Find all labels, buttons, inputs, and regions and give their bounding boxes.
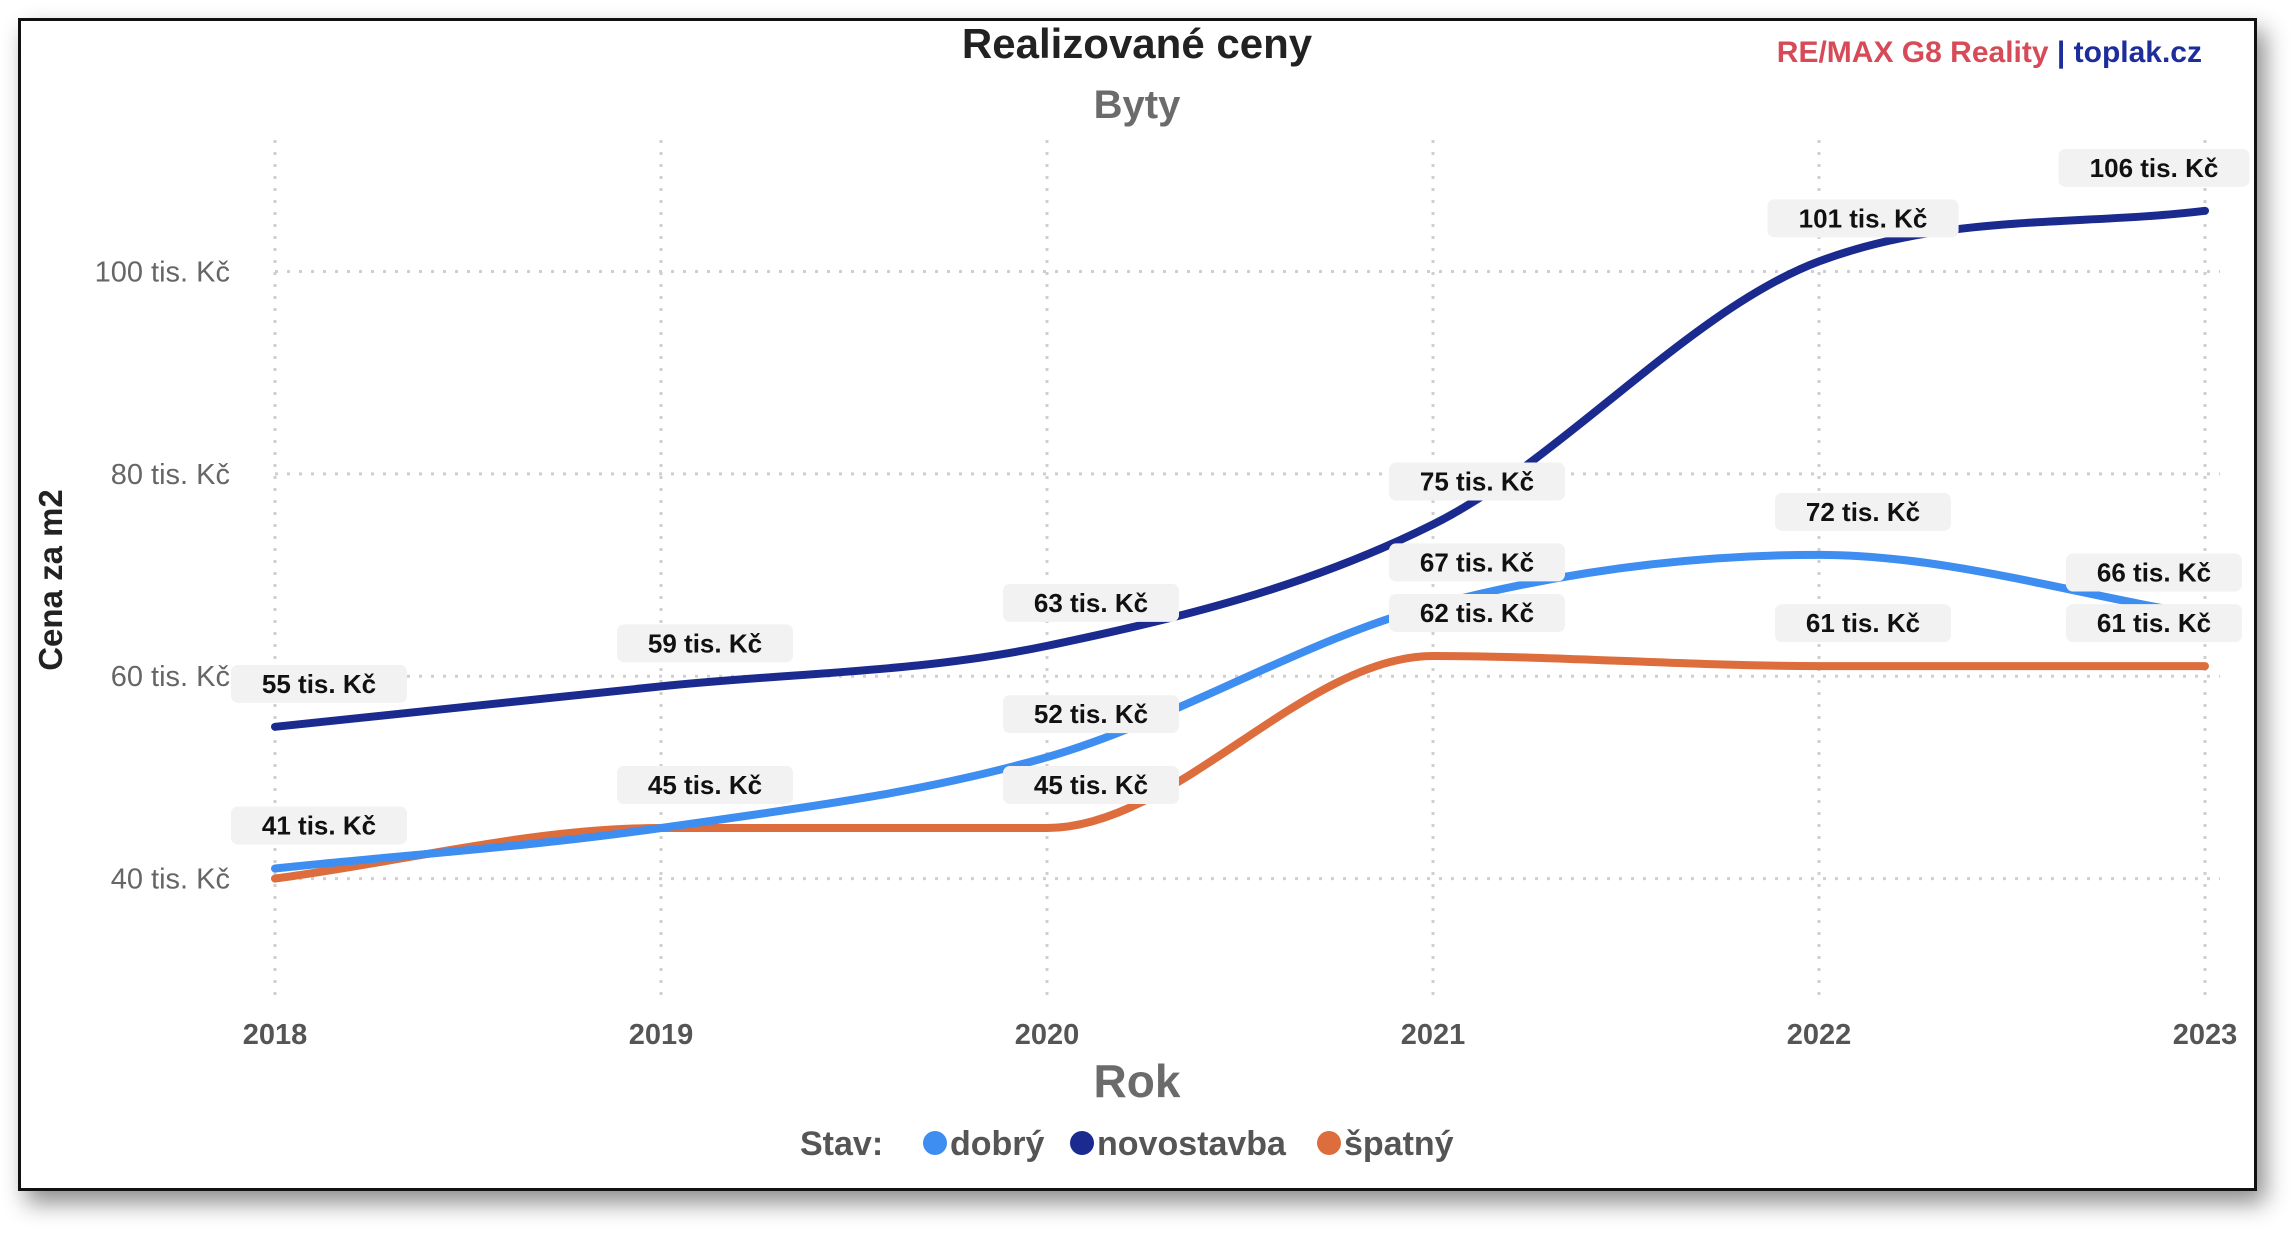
data-label-box: [1003, 766, 1179, 804]
legend-item-novostavba: novostavba: [1097, 1125, 1287, 1163]
y-tick-label: 40 tis. Kč: [111, 864, 230, 896]
data-label: 61 tis. Kč: [1775, 604, 1951, 643]
x-tick-label: 2021: [1401, 1019, 1466, 1051]
data-label-text: 75 tis. Kč: [1420, 466, 1534, 496]
y-axis-label: Cena za m2: [32, 489, 69, 671]
data-label: 59 tis. Kč: [617, 624, 793, 663]
data-label-text: 41 tis. Kč: [262, 810, 376, 840]
data-label-text: 45 tis. Kč: [648, 770, 762, 800]
data-label-text: 62 tis. Kč: [1420, 598, 1534, 628]
data-label-text: 66 tis. Kč: [2097, 558, 2211, 588]
data-label: 63 tis. Kč: [1003, 583, 1179, 622]
brand-label: RE/MAX G8 Reality | toplak.cz: [1777, 36, 2202, 69]
data-label-box: [1775, 604, 1951, 643]
data-label-text: 63 tis. Kč: [1034, 588, 1148, 618]
data-label-text: 101 tis. Kč: [1799, 203, 1928, 233]
data-label-box: [231, 664, 407, 703]
data-label-box: [1389, 594, 1565, 632]
x-tick-label: 2022: [1787, 1019, 1852, 1051]
data-label: 41 tis. Kč: [231, 806, 407, 845]
data-label-box: [1389, 543, 1565, 582]
series-line-špatný: [271, 651, 2209, 883]
legend-marker-dobrý: [923, 1131, 947, 1155]
series-line-dobrý: [271, 550, 2209, 873]
data-label-box: [231, 806, 407, 845]
data-label-text: 55 tis. Kč: [262, 669, 376, 699]
legend-title: Stav:: [800, 1125, 883, 1163]
data-label: 75 tis. Kč: [1389, 462, 1565, 501]
legend-marker-špatný: [1317, 1131, 1341, 1155]
data-label-box: [617, 766, 793, 804]
data-label: 52 tis. Kč: [1003, 695, 1179, 734]
y-tick-label: 100 tis. Kč: [95, 257, 230, 289]
data-label-box: [1775, 492, 1951, 531]
data-label: 72 tis. Kč: [1775, 492, 1951, 531]
data-label: 61 tis. Kč: [2066, 604, 2242, 643]
data-label: 45 tis. Kč: [617, 766, 793, 804]
brand-separator: |: [2049, 36, 2074, 69]
y-tick-label: 80 tis. Kč: [111, 459, 230, 491]
x-tick-label: 2018: [243, 1019, 308, 1051]
x-tick-label: 2019: [629, 1019, 694, 1051]
data-label-text: 72 tis. Kč: [1806, 497, 1920, 527]
legend-item-špatný: špatný: [1344, 1125, 1454, 1163]
x-tick-label: 2020: [1015, 1019, 1080, 1051]
legend-item-dobrý: dobrý: [950, 1125, 1045, 1163]
data-label-box: [2066, 553, 2242, 592]
data-label: 106 tis. Kč: [2058, 148, 2250, 187]
chart-title: Realizované ceny: [962, 20, 1313, 67]
data-label: 62 tis. Kč: [1389, 594, 1565, 632]
data-label: 66 tis. Kč: [2066, 553, 2242, 592]
x-axis-label: Rok: [1094, 1055, 1181, 1107]
data-label-text: 106 tis. Kč: [2090, 153, 2219, 183]
legend: Stav: dobrý novostavba špatný: [800, 1125, 1454, 1163]
data-label-box: [1003, 695, 1179, 734]
data-label-text: 59 tis. Kč: [648, 628, 762, 658]
data-label-box: [1389, 462, 1565, 501]
data-label-text: 61 tis. Kč: [2097, 608, 2211, 638]
x-axis-ticks: 2018 2019 2020 2021 2022 2023: [243, 1019, 2238, 1051]
data-label-text: 67 tis. Kč: [1420, 547, 1534, 577]
brand-remax: RE/MAX G8 Reality: [1777, 36, 2049, 69]
data-label-box: [1003, 583, 1179, 622]
series-lines: [271, 206, 2209, 883]
series-line-novostavba: [271, 206, 2209, 731]
data-label-box: [2066, 604, 2242, 643]
y-tick-label: 60 tis. Kč: [111, 661, 230, 693]
data-label-box: [1767, 199, 1959, 238]
data-label: 101 tis. Kč: [1767, 199, 1959, 238]
y-axis-ticks: 40 tis. Kč 60 tis. Kč 80 tis. Kč 100 tis. K…: [95, 257, 230, 896]
data-label-text: 61 tis. Kč: [1806, 608, 1920, 638]
legend-marker-novostavba: [1070, 1131, 1094, 1155]
brand-toplak: toplak.cz: [2074, 36, 2202, 69]
data-label: 55 tis. Kč: [231, 664, 407, 703]
data-label-box: [2058, 148, 2250, 187]
data-label-text: 52 tis. Kč: [1034, 699, 1148, 729]
data-label: 67 tis. Kč: [1389, 543, 1565, 582]
data-labels: 41 tis. Kč 45 tis. Kč 52 tis. Kč 67 tis. Kč…: [231, 148, 2250, 845]
data-label-box: [617, 624, 793, 663]
grid: [273, 140, 2220, 1000]
chart-subtitle: Byty: [1094, 83, 1181, 127]
data-label-text: 45 tis. Kč: [1034, 770, 1148, 800]
data-label: 45 tis. Kč: [1003, 766, 1179, 804]
x-tick-label: 2023: [2173, 1019, 2238, 1051]
